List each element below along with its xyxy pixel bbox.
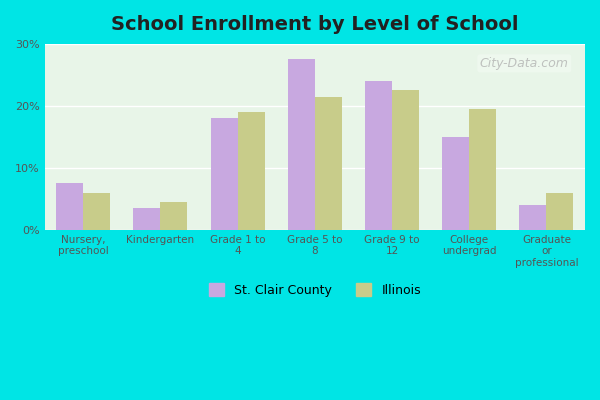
Bar [520,205,547,230]
Bar [392,90,419,230]
Bar [160,202,187,230]
Bar [238,112,265,230]
Title: School Enrollment by Level of School: School Enrollment by Level of School [111,15,518,34]
Bar [56,183,83,230]
Bar [365,81,392,230]
Bar [547,193,574,230]
Text: City-Data.com: City-Data.com [480,57,569,70]
Legend: St. Clair County, Illinois: St. Clair County, Illinois [203,278,426,302]
Bar [133,208,160,230]
Bar [442,137,469,230]
Bar [315,96,342,230]
Bar [469,109,496,230]
Bar [211,118,238,230]
Bar [288,59,315,230]
Bar [83,193,110,230]
